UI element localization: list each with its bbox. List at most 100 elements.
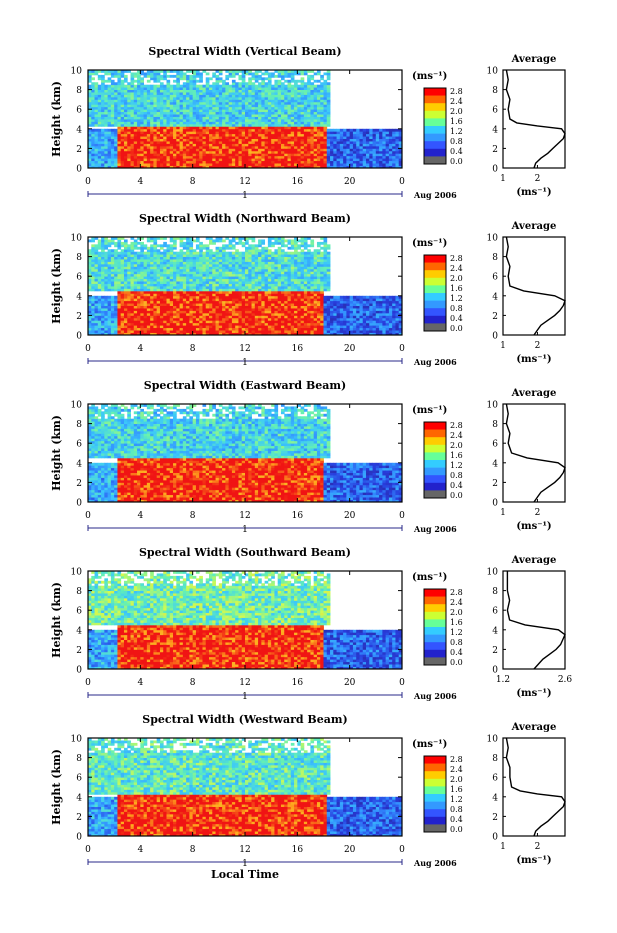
heatmap-cell [163,264,167,267]
heatmap-cell [232,257,236,260]
heatmap-cell [108,313,112,316]
heatmap-cell [274,104,278,107]
heatmap-cell [238,279,242,282]
heatmap-cell [95,308,99,311]
heatmap-cell [173,262,177,265]
heatmap-cell [131,107,135,110]
heatmap-cell [104,271,108,274]
heatmap-cell [199,315,203,318]
heatmap-cell [98,328,102,331]
heatmap-cell [268,136,272,139]
heatmap-cell [202,104,206,107]
heatmap-cell [258,95,262,98]
heatmap-cell [147,161,151,164]
heatmap-cell [140,131,144,134]
heatmap-cell [108,286,112,289]
heatmap-cell [147,247,151,250]
heatmap-cell [163,107,167,110]
heatmap-cell [288,97,292,100]
heatmap-cell [131,151,135,154]
heatmap-cell [209,318,213,321]
heatmap-cell [173,134,177,137]
heatmap-cell [245,72,249,75]
heatmap-cell [124,158,128,161]
heatmap-cell [232,139,236,142]
heatmap-cell [189,279,193,282]
heatmap-cell [147,114,151,117]
heatmap-cell [238,320,242,323]
heatmap-cell [278,124,282,127]
x-tick-label: 0 [399,177,405,187]
heatmap-cell [252,121,256,124]
heatmap-cell [98,286,102,289]
heatmap-cell [101,141,105,144]
heatmap-cell [252,87,256,90]
heatmap-cell [98,252,102,255]
heatmap-cell [206,131,210,134]
heatmap-cell [209,148,213,151]
heatmap-cell [144,303,148,306]
heatmap-cell [219,330,223,333]
heatmap-cell [359,158,363,161]
heatmap-cell [104,124,108,127]
heatmap-cell [196,271,200,274]
heatmap-cell [274,134,278,137]
heatmap-cell [176,129,180,132]
heatmap-cell [167,330,171,333]
heatmap-cell [101,249,105,252]
heatmap-cell [157,325,161,328]
heatmap-cell [281,109,285,112]
heatmap-cell [216,284,220,287]
heatmap-cell [255,72,259,75]
heatmap-cell [320,126,324,129]
heatmap-cell [307,102,311,105]
heatmap-cell [202,254,206,257]
heatmap-cell [124,156,128,159]
heatmap-cell [219,139,223,142]
heatmap-cell [193,308,197,311]
heatmap-cell [219,85,223,88]
heatmap-cell [160,269,164,272]
heatmap-cell [131,301,135,304]
heatmap-cell [304,129,308,132]
heatmap-cell [117,82,121,85]
heatmap-cell [330,153,334,156]
heatmap-cell [163,301,167,304]
heatmap-cell [111,109,115,112]
heatmap-cell [108,102,112,105]
heatmap-cell [144,134,148,137]
heatmap-cell [150,109,154,112]
heatmap-cell [170,325,174,328]
heatmap-cell [297,134,301,137]
heatmap-cell [206,320,210,323]
heatmap-cell [157,112,161,115]
heatmap-cell [265,114,269,117]
heatmap-cell [232,286,236,289]
heatmap-cell [252,95,256,98]
heatmap-cell [222,311,226,314]
heatmap-cells [88,237,402,335]
heatmap-cell [386,131,390,134]
heatmap-cell [366,153,370,156]
heatmap-cell [137,129,141,132]
heatmap-cell [186,144,190,147]
heatmap-cell [386,134,390,137]
heatmap-cell [117,318,121,321]
heatmap-cell [219,254,223,257]
heatmap-cell [265,119,269,122]
heatmap-cell [324,161,328,164]
heatmap-cell [301,82,305,85]
heatmap-cell [379,163,383,166]
heatmap-cell [245,85,249,88]
heatmap-cell [265,102,269,105]
heatmap-cell [229,264,233,267]
heatmap-cell [147,330,151,333]
heatmap-cell [255,109,259,112]
heatmap-cell [150,239,154,242]
heatmap-cell [274,87,278,90]
heatmap-cell [196,318,200,321]
heatmap-cell [111,156,115,159]
heatmap-cell [304,121,308,124]
heatmap-cell [291,124,295,127]
heatmap-cell [291,126,295,129]
